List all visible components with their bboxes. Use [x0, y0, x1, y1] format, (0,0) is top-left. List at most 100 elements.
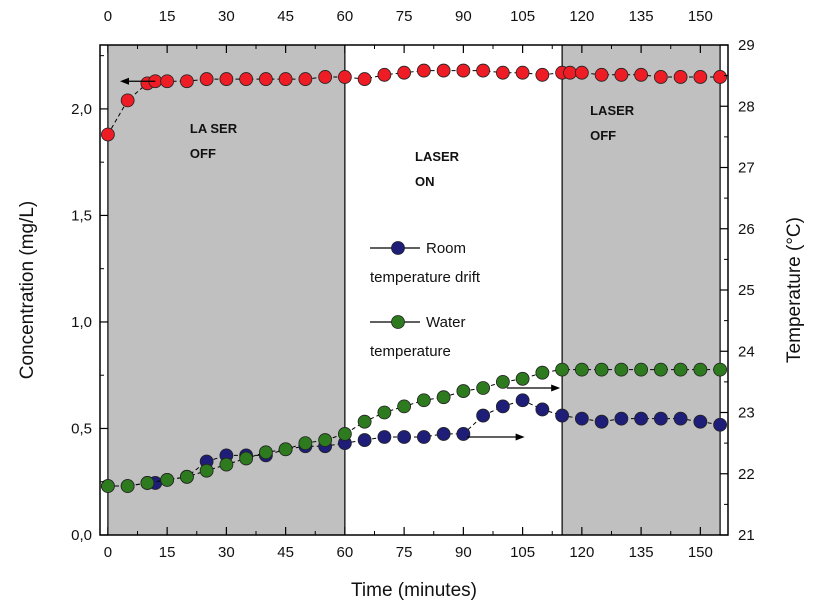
data-point	[416, 430, 431, 444]
data-point	[357, 414, 372, 429]
data-point	[258, 445, 273, 460]
data-point	[416, 393, 431, 408]
data-point	[219, 457, 234, 472]
data-point	[693, 70, 708, 84]
x-tick-label: 120	[569, 544, 594, 561]
data-point	[179, 469, 194, 484]
data-point	[673, 70, 688, 84]
data-point	[713, 417, 728, 432]
data-point	[397, 430, 412, 444]
x-tick-label: 150	[688, 544, 713, 561]
y-right-tick-label: 29	[738, 37, 755, 54]
data-point	[120, 479, 135, 493]
x-tick-label: 0	[104, 544, 112, 561]
data-point	[318, 433, 333, 447]
data-point	[495, 65, 510, 80]
y-right-tick-label: 24	[738, 343, 755, 360]
y-right-tick-label: 25	[738, 282, 755, 299]
series-layer	[100, 63, 728, 493]
data-point	[298, 436, 313, 451]
data-point	[337, 427, 352, 441]
data-point	[436, 390, 451, 405]
x-top-tick-label: 135	[629, 8, 654, 25]
y-right-tick-label: 21	[738, 527, 755, 544]
data-point	[377, 67, 392, 82]
data-point	[574, 411, 589, 426]
data-point	[456, 427, 471, 441]
data-point	[614, 67, 629, 82]
data-point	[436, 427, 451, 441]
data-point	[495, 374, 510, 389]
region-label: LA SER	[190, 121, 238, 136]
x-tick-label: 15	[159, 544, 176, 561]
x-tick-label: 135	[629, 544, 654, 561]
data-point	[594, 362, 609, 377]
y-right-tick-label: 26	[738, 221, 755, 238]
x-top-tick-label: 0	[104, 8, 112, 25]
data-point	[357, 433, 372, 447]
y-left-tick-label: 2,0	[71, 101, 92, 118]
data-point	[120, 93, 135, 108]
x-top-tick-label: 150	[688, 8, 713, 25]
data-point	[318, 70, 333, 84]
data-point	[456, 63, 471, 78]
data-point	[574, 65, 589, 80]
data-point	[634, 411, 649, 426]
legend-label: temperature	[370, 343, 451, 360]
x-tick-label: 30	[218, 544, 235, 561]
data-point	[653, 362, 668, 377]
data-point	[160, 74, 175, 89]
legend-label: temperature drift	[370, 269, 481, 286]
y-right-tick-label: 27	[738, 160, 755, 177]
data-point	[614, 411, 629, 426]
data-point	[397, 399, 412, 414]
data-point	[495, 399, 510, 414]
legend-marker	[391, 241, 405, 255]
series-line	[107, 70, 721, 135]
data-point	[298, 72, 313, 86]
y-left-axis-title: Concentration (mg/L)	[17, 201, 38, 379]
region-labels: LA SER OFF LASER OFF LASER ON	[190, 103, 635, 189]
y-right-tick-label: 22	[738, 466, 755, 483]
x-top-tick-label: 90	[455, 8, 472, 25]
x-top-tick-label: 75	[396, 8, 413, 25]
x-axis-title: Time (minutes)	[351, 580, 477, 601]
annotation-arrow-head	[551, 384, 561, 392]
data-point	[199, 463, 214, 478]
data-point	[160, 472, 175, 487]
y-left-tick-label: 0,5	[71, 420, 92, 437]
region-label: OFF	[190, 146, 216, 161]
legend-marker	[391, 315, 405, 329]
data-point	[515, 65, 530, 80]
data-point	[535, 67, 550, 82]
annotation-arrow-head	[120, 77, 129, 85]
x-tick-label: 60	[337, 544, 354, 561]
data-point	[179, 74, 194, 89]
x-top-tick-label: 120	[569, 8, 594, 25]
data-point	[555, 408, 570, 423]
region-label: LASER	[590, 103, 635, 118]
data-point	[713, 70, 728, 84]
legend: Room temperature drift Water temperature	[370, 240, 481, 360]
data-point	[397, 65, 412, 80]
y-right-tick-label: 28	[738, 98, 755, 115]
region-label: ON	[415, 174, 435, 189]
data-point	[219, 72, 234, 86]
data-point	[653, 411, 668, 426]
annotation-arrow-head	[515, 433, 525, 441]
data-point	[614, 362, 629, 377]
y-left-tick-label: 1,0	[71, 314, 92, 331]
data-point	[713, 362, 728, 377]
data-point	[476, 381, 491, 395]
data-point	[594, 67, 609, 82]
shaded-region	[562, 45, 721, 535]
data-point	[278, 442, 293, 457]
data-point	[416, 63, 431, 78]
y-right-axis-title: Temperature (°C)	[784, 217, 805, 363]
x-tick-label: 105	[510, 544, 535, 561]
data-point	[574, 362, 589, 377]
data-point	[337, 70, 352, 84]
ticks-layer: 0 0 15 15 30 30 45 45 60 60 75 75 90 90 105 105 120 120 13…	[71, 8, 755, 561]
y-left-tick-label: 0,0	[71, 527, 92, 544]
